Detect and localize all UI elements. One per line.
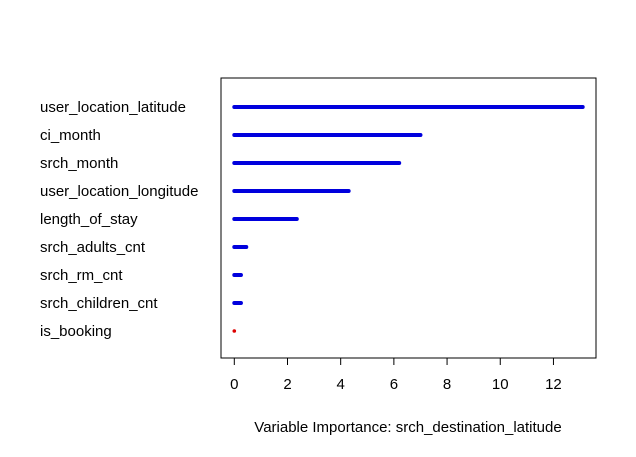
category-label: length_of_stay	[40, 211, 138, 228]
x-tick-label: 8	[443, 376, 451, 393]
bar-is-booking	[232, 329, 237, 333]
x-axis-label: Variable Importance: srch_destination_la…	[254, 419, 561, 436]
category-label: is_booking	[40, 323, 112, 340]
category-labels: user_location_latitude ci_month srch_month…	[40, 99, 198, 340]
x-tick-label: 6	[390, 376, 398, 393]
x-tick-label: 12	[545, 376, 562, 393]
category-label: user_location_longitude	[40, 183, 198, 200]
x-tick-label: 0	[230, 376, 238, 393]
x-tick-label: 2	[283, 376, 291, 393]
category-label: srch_rm_cnt	[40, 267, 123, 284]
category-label: srch_month	[40, 155, 118, 172]
category-label: user_location_latitude	[40, 99, 186, 116]
x-axis: 0 2 4 6 8 10 12	[230, 357, 562, 393]
category-label: ci_month	[40, 127, 101, 144]
x-tick-label: 10	[492, 376, 509, 393]
category-label: srch_children_cnt	[40, 295, 158, 312]
x-tick-label: 4	[337, 376, 345, 393]
category-label: srch_adults_cnt	[40, 239, 146, 256]
bars-group	[232, 105, 585, 333]
